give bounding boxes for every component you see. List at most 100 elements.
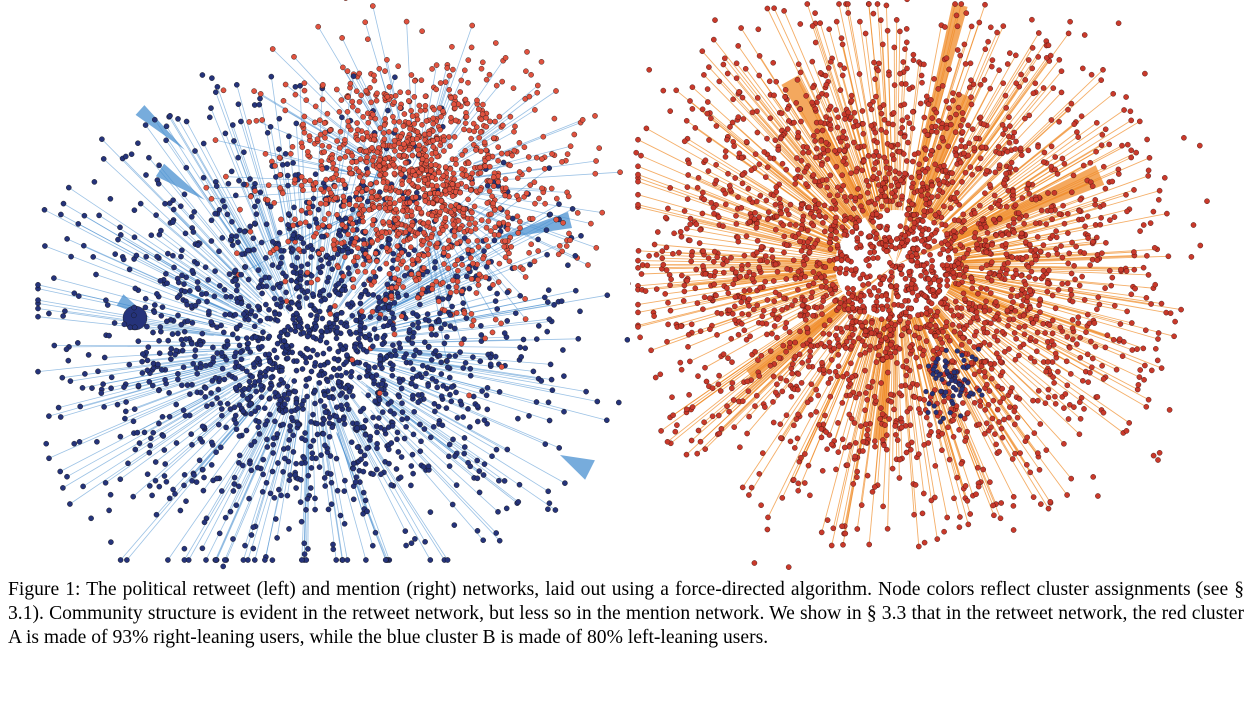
cluster-a-node	[397, 105, 404, 111]
cluster-b-node	[341, 521, 348, 527]
cluster-b-node	[422, 539, 428, 545]
cluster-b-node	[298, 518, 305, 525]
cluster-b-node	[288, 414, 295, 421]
cluster-b-node	[188, 213, 195, 220]
cluster-b-node	[60, 313, 66, 319]
cluster-b-node	[142, 295, 149, 302]
network-edge	[120, 389, 244, 480]
cluster-b-node	[252, 334, 259, 341]
cluster-b-node	[111, 320, 118, 326]
cluster-b-node	[454, 273, 461, 280]
cluster-a-node	[483, 236, 489, 243]
cluster-a-node	[450, 66, 456, 73]
mention-node	[1098, 142, 1105, 148]
mention-node	[736, 150, 743, 157]
cluster-a-node	[393, 284, 400, 291]
cluster-b-node	[202, 394, 208, 400]
cluster-b-node	[199, 545, 206, 552]
cluster-b-node	[126, 266, 133, 273]
cluster-b-node	[461, 435, 468, 441]
mention-node	[1002, 92, 1009, 99]
mention-node	[1006, 346, 1012, 352]
cluster-a-node	[455, 267, 461, 274]
cluster-b-node	[274, 301, 280, 308]
network-edge	[430, 237, 462, 344]
mention-node	[1048, 163, 1055, 170]
cluster-b-node	[480, 472, 487, 478]
cluster-b-node	[433, 331, 439, 338]
cluster-b-node	[169, 219, 176, 225]
mention-node	[1000, 80, 1007, 86]
cluster-b-node	[250, 361, 257, 367]
cluster-a-node	[367, 181, 374, 187]
cluster-a-node	[473, 290, 480, 296]
cluster-b-node	[405, 251, 412, 258]
cluster-b-node	[437, 310, 443, 317]
cluster-a-node	[407, 244, 414, 250]
cluster-b-node	[170, 206, 177, 213]
cluster-b-node	[210, 354, 217, 361]
cluster-b-node	[474, 418, 481, 425]
mention-node	[817, 20, 823, 26]
cluster-b-node	[335, 290, 342, 297]
cluster-a-node	[477, 187, 484, 193]
cluster-a-node	[523, 190, 530, 197]
cluster-a-node	[465, 196, 471, 203]
cluster-a-node	[369, 145, 375, 151]
mention-node	[1102, 344, 1109, 351]
cluster-b-node	[209, 75, 215, 81]
cluster-b-node	[376, 305, 383, 312]
mention-node	[681, 138, 688, 145]
cluster-b-node	[427, 557, 434, 563]
mention-node	[717, 388, 724, 394]
cluster-a-node	[407, 235, 413, 242]
cluster-b-node	[311, 388, 318, 395]
network-edge	[301, 425, 308, 561]
network-edge	[954, 266, 1149, 276]
network-edge	[155, 383, 257, 463]
mention-node	[1077, 354, 1084, 361]
cluster-b-node	[262, 557, 268, 563]
cluster-a-node	[440, 279, 446, 286]
cluster-b-node	[267, 490, 274, 497]
mention-node	[689, 404, 696, 410]
cluster-b-node	[75, 340, 81, 346]
network-edge	[74, 292, 228, 329]
cluster-a-node	[354, 120, 360, 126]
cluster-b-node	[308, 272, 315, 279]
network-edge	[138, 358, 251, 387]
mention-node	[708, 199, 715, 206]
mention-node	[695, 174, 702, 181]
cluster-a-node	[298, 174, 305, 180]
cluster-b-node	[322, 296, 329, 303]
cluster-b-node	[233, 359, 239, 366]
network-edge	[410, 363, 598, 402]
cluster-a-node	[278, 216, 284, 223]
cluster-b-node	[260, 471, 266, 478]
cluster-b-node	[117, 557, 124, 563]
cluster-b-node	[451, 522, 458, 528]
cluster-b-node	[444, 557, 451, 563]
cluster-a-node	[400, 166, 407, 173]
cluster-b-node	[290, 232, 297, 238]
cluster-b-node	[328, 501, 335, 508]
cluster-a-node	[354, 136, 361, 143]
mention-node	[804, 1, 811, 7]
mention-node	[856, 71, 863, 77]
mention-node	[805, 462, 812, 469]
cluster-b-node	[357, 408, 364, 415]
cluster-a-node	[428, 325, 435, 332]
mention-node	[1079, 216, 1086, 223]
cluster-b-node	[117, 224, 123, 231]
cluster-b-node	[616, 399, 622, 406]
cluster-b-node	[399, 409, 406, 415]
cluster-a-node	[506, 258, 513, 265]
cluster-a-node	[476, 134, 483, 141]
cluster-a-node	[327, 311, 334, 317]
cluster-b-node	[594, 398, 601, 405]
cluster-a-node	[469, 247, 476, 254]
cluster-b-node	[424, 268, 431, 275]
cluster-b-node	[63, 346, 70, 353]
network-edge	[307, 412, 310, 549]
cluster-b-node	[269, 366, 275, 373]
